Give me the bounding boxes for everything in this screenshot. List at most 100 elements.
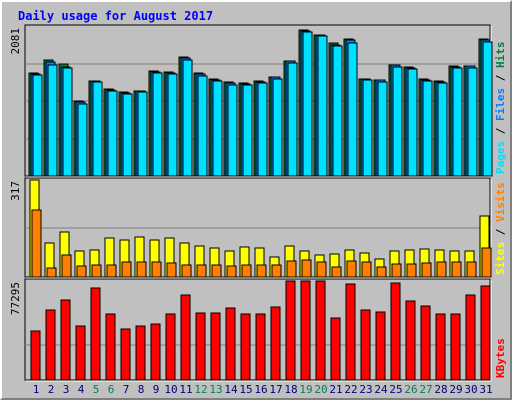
y-max-label: 2081 (9, 28, 22, 55)
bar-visits-day-5 (91, 264, 102, 278)
x-tick-label-day-26: 26 (404, 383, 417, 396)
bar-kbytes-day-22 (345, 283, 356, 381)
bar-visits-day-12 (196, 264, 207, 278)
x-tick-label-day-28: 28 (434, 383, 447, 396)
bar-visits-day-14 (226, 265, 237, 278)
bar-kbytes-day-4 (75, 325, 86, 381)
x-tick-label-day-9: 9 (153, 383, 160, 396)
chart-title: Daily usage for August 2017 (18, 9, 213, 23)
x-tick-label-day-17: 17 (269, 383, 282, 396)
bar-kbytes-day-26 (405, 300, 416, 381)
bar-pages-day-26 (407, 68, 418, 177)
bar-pages-day-8 (137, 91, 148, 177)
bar-kbytes-day-10 (165, 313, 176, 381)
y-axis-label-separator: / (494, 68, 507, 88)
panel-kbytes: 77295 KBytes (9, 278, 507, 382)
bar-kbytes-day-5 (90, 287, 101, 381)
bar-pages-day-17 (272, 78, 283, 177)
x-tick-label-day-23: 23 (359, 383, 372, 396)
x-tick-label-day-1: 1 (33, 383, 40, 396)
bar-kbytes-day-15 (240, 313, 251, 381)
panel-sites-visits: 317 Sites / Visits (9, 177, 507, 279)
bar-pages-day-11 (182, 59, 193, 177)
y-axis-label: Sites / Visits (494, 182, 507, 275)
bar-kbytes-day-23 (360, 309, 371, 381)
bar-pages-day-5 (92, 81, 103, 177)
bar-kbytes-day-29 (450, 313, 461, 381)
x-tick-label-day-30: 30 (464, 383, 477, 396)
bar-pages-day-15 (242, 84, 253, 177)
bar-visits-day-22 (346, 260, 357, 278)
bar-visits-day-29 (451, 261, 462, 278)
panel-pages-files-hits: 2081 Pages / Files / Hits (9, 24, 507, 178)
x-tick-label-day-29: 29 (449, 383, 462, 396)
bar-kbytes-day-7 (120, 328, 131, 381)
bar-kbytes-day-12 (195, 312, 206, 381)
bar-visits-day-28 (436, 261, 447, 278)
bar-visits-day-16 (256, 264, 267, 278)
y-max-label: 317 (9, 181, 22, 201)
bar-pages-day-9 (152, 72, 163, 177)
bar-pages-day-7 (122, 93, 133, 177)
bar-pages-day-28 (437, 82, 448, 177)
bar-pages-day-30 (467, 67, 478, 177)
x-tick-label-day-22: 22 (344, 383, 357, 396)
bar-kbytes-day-3 (60, 299, 71, 381)
bar-pages-day-31 (482, 41, 493, 177)
bar-pages-day-12 (197, 75, 208, 177)
y-axis-label-kbytes: KBytes (494, 338, 507, 378)
bar-kbytes-day-30 (465, 294, 476, 381)
bar-pages-day-20 (317, 35, 328, 177)
bar-pages-day-19 (302, 31, 313, 177)
bar-visits-day-1 (31, 209, 42, 278)
bar-kbytes-day-19 (300, 280, 311, 381)
bar-kbytes-day-24 (375, 311, 386, 381)
x-tick-label-day-12: 12 (194, 383, 207, 396)
bar-pages-day-23 (362, 79, 373, 177)
x-tick-label-day-27: 27 (419, 383, 432, 396)
x-tick-label-day-25: 25 (389, 383, 402, 396)
bar-kbytes-day-9 (150, 323, 161, 381)
bar-kbytes-day-8 (135, 325, 146, 381)
x-tick-label-day-5: 5 (93, 383, 100, 396)
y-axis-label-visits: Visits (494, 182, 507, 222)
x-tick-label-day-19: 19 (299, 383, 312, 396)
bar-pages-day-25 (392, 66, 403, 177)
bar-pages-day-21 (332, 45, 343, 177)
bar-pages-day-4 (77, 103, 88, 177)
bar-kbytes-day-16 (255, 313, 266, 381)
x-tick-label-day-14: 14 (224, 383, 238, 396)
x-tick-label-day-8: 8 (138, 383, 145, 396)
x-tick-label-day-31: 31 (479, 383, 492, 396)
bar-visits-day-11 (181, 264, 192, 278)
bar-kbytes-day-18 (285, 280, 296, 381)
x-tick-label-day-10: 10 (164, 383, 177, 396)
x-tick-label-day-6: 6 (108, 383, 115, 396)
bar-kbytes-day-31 (480, 285, 491, 381)
bar-pages-day-13 (212, 80, 223, 177)
bar-visits-day-18 (286, 260, 297, 278)
bar-visits-day-27 (421, 262, 432, 278)
x-tick-label-day-4: 4 (78, 383, 85, 396)
y-axis-label: KBytes (494, 338, 507, 378)
bar-pages-day-2 (47, 64, 58, 177)
bar-visits-day-30 (466, 261, 477, 278)
y-axis-label-separator: / (494, 222, 507, 242)
bar-pages-day-6 (107, 90, 118, 177)
bar-visits-day-21 (331, 266, 342, 278)
bar-visits-day-23 (361, 261, 372, 278)
bar-kbytes-day-20 (315, 280, 326, 381)
bar-visits-day-6 (106, 264, 117, 278)
bar-kbytes-day-6 (105, 313, 116, 381)
bar-visits-day-31 (481, 247, 492, 278)
y-axis-label-separator: / (494, 121, 507, 141)
bar-pages-day-3 (62, 67, 73, 177)
y-axis-label-sites: Sites (494, 242, 507, 275)
x-tick-label-day-3: 3 (63, 383, 70, 396)
bar-visits-day-25 (391, 263, 402, 278)
y-axis-label: Pages / Files / Hits (494, 42, 507, 175)
bar-kbytes-day-28 (435, 313, 446, 381)
bar-visits-day-19 (301, 259, 312, 278)
bar-kbytes-day-17 (270, 306, 281, 381)
bar-visits-day-17 (271, 264, 282, 278)
